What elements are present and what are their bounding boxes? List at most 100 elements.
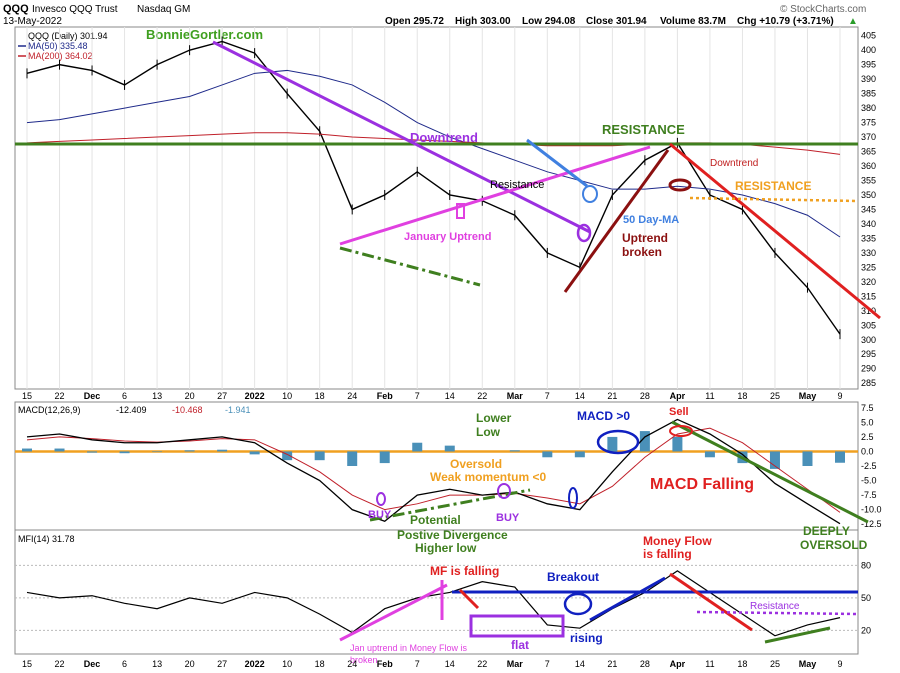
downtrend-small-label: Downtrend xyxy=(710,158,758,169)
chg-arrow-icon: ▲ xyxy=(848,16,858,27)
mfi-flat-box xyxy=(469,614,565,638)
flat-label: flat xyxy=(511,638,529,652)
macd-legend-signal: -10.468 xyxy=(172,405,203,415)
price-y-tick: 305 xyxy=(861,320,876,330)
jan-uptrend-label-2: broken xyxy=(350,655,378,665)
macd-series-group xyxy=(15,418,858,525)
macd-hist-bar xyxy=(509,450,520,452)
x-tick-label: 20 xyxy=(185,659,195,669)
mfi-falling-arrow xyxy=(458,588,480,610)
chg-value: Chg +10.79 (+3.71%) xyxy=(737,16,834,27)
mfi-jan-uptrend-line xyxy=(339,583,448,642)
open-value: Open 295.72 xyxy=(385,16,444,27)
oversold-label: Oversold xyxy=(450,457,502,471)
macd-gt0-circle xyxy=(596,429,640,455)
price-y-tick: 345 xyxy=(861,204,876,214)
x-tick-label: 13 xyxy=(152,659,162,669)
x-tick-label: 14 xyxy=(445,391,455,401)
money-flow-falling-arrow xyxy=(669,572,753,632)
sell-circle xyxy=(669,425,693,437)
macd-gt0-label: MACD >0 xyxy=(577,409,630,423)
macd-hist-bar xyxy=(444,445,455,452)
x-tick-label: 21 xyxy=(607,391,617,401)
orange-resistance-line xyxy=(689,196,859,203)
watermark: © StockCharts.com xyxy=(780,4,866,15)
price-y-tick: 365 xyxy=(861,147,876,157)
price-y-tick: 375 xyxy=(861,118,876,128)
money-flow-label-2: is falling xyxy=(643,547,692,561)
macd-legend-hist: -1.941 xyxy=(225,405,251,415)
name-label: Invesco QQQ Trust xyxy=(32,4,118,15)
price-y-tick: 320 xyxy=(861,277,876,287)
ma50-touch-circle xyxy=(582,185,598,203)
x-tick-label: Apr xyxy=(670,391,686,401)
volume-value: Volume 83.7M xyxy=(660,16,726,27)
price-y-tick: 310 xyxy=(861,306,876,316)
x-tick-label: 25 xyxy=(770,391,780,401)
x-tick-label: 10 xyxy=(282,391,292,401)
x-tick-label: Dec xyxy=(84,659,101,669)
price-y-tick: 340 xyxy=(861,219,876,229)
ma50-label: 50 Day-MA xyxy=(623,214,679,226)
macd-hist-bar xyxy=(835,451,845,463)
macd-y-tick: 0.0 xyxy=(861,446,874,456)
buy-label-1: BUY xyxy=(368,509,392,521)
potential-label: Potential xyxy=(410,513,461,527)
close-value: Close 301.94 xyxy=(586,16,647,27)
x-tick-label: Mar xyxy=(507,659,524,669)
mfi-rising-arrow xyxy=(589,576,666,622)
macd-hist-bar xyxy=(607,436,618,452)
lower-low-label-1: Lower xyxy=(476,411,512,425)
x-tick-label: 22 xyxy=(477,659,487,669)
uptrend-broken-label-2: broken xyxy=(622,245,662,259)
buy-circle-1 xyxy=(376,492,386,506)
low-value: Low 294.08 xyxy=(522,16,576,27)
january-uptrend-line xyxy=(339,145,651,246)
mfi-resistance-line xyxy=(696,610,859,616)
macd-hist-bar xyxy=(704,451,715,458)
x-tick-label: 7 xyxy=(545,391,550,401)
macd-hist-bar xyxy=(542,451,553,458)
breakout-label: Breakout xyxy=(547,570,599,584)
mfi-line xyxy=(26,570,841,637)
buy-circle-2 xyxy=(497,483,511,499)
x-tick-label: 9 xyxy=(837,391,842,401)
x-tick-label: 28 xyxy=(640,391,650,401)
x-tick-label: 22 xyxy=(477,391,487,401)
brand-label: BonnieGortler.com xyxy=(146,27,263,42)
price-legend-ma200: MA(200) 364.02 xyxy=(28,51,93,61)
price-y-tick: 335 xyxy=(861,233,876,243)
macd-legend-name: MACD(12,26,9) xyxy=(18,405,81,415)
macd-hist-bar xyxy=(639,431,650,452)
x-tick-label: 7 xyxy=(415,391,420,401)
x-tick-label: 13 xyxy=(152,391,162,401)
mfi-y-tick: 50 xyxy=(861,593,871,603)
mfi-y-tick: 20 xyxy=(861,625,871,635)
x-tick-label: 14 xyxy=(575,659,585,669)
gap-box xyxy=(456,203,465,219)
uptrend-broken-arrow xyxy=(563,149,670,293)
mfi-series-group xyxy=(26,570,841,637)
x-tick-label: 24 xyxy=(347,391,357,401)
macd-legend-macd: -12.409 xyxy=(116,405,147,415)
price-y-tick: 360 xyxy=(861,161,876,171)
macd-hist-bar xyxy=(282,451,293,461)
price-y-tick: 405 xyxy=(861,31,876,41)
macd-hist-bar xyxy=(87,451,98,453)
macd-line xyxy=(26,418,841,525)
sell-label: Sell xyxy=(669,406,689,418)
symbol-label: QQQ xyxy=(3,3,29,15)
mfi-breakout-circle xyxy=(563,592,593,616)
x-tick-label: 15 xyxy=(22,391,32,401)
breakout-circle xyxy=(576,223,592,243)
x-tick-label: 2022 xyxy=(245,659,265,669)
january-uptrend-label: January Uptrend xyxy=(404,231,491,243)
price-y-tick: 290 xyxy=(861,364,876,374)
macd-falling-line xyxy=(671,420,869,524)
x-tick-label: Apr xyxy=(670,659,686,669)
macd-y-tick: -7.5 xyxy=(861,490,877,500)
price-legend-qqq: QQQ (Daily) 301.94 xyxy=(28,31,108,41)
green-dashdot-arrow xyxy=(339,246,481,287)
